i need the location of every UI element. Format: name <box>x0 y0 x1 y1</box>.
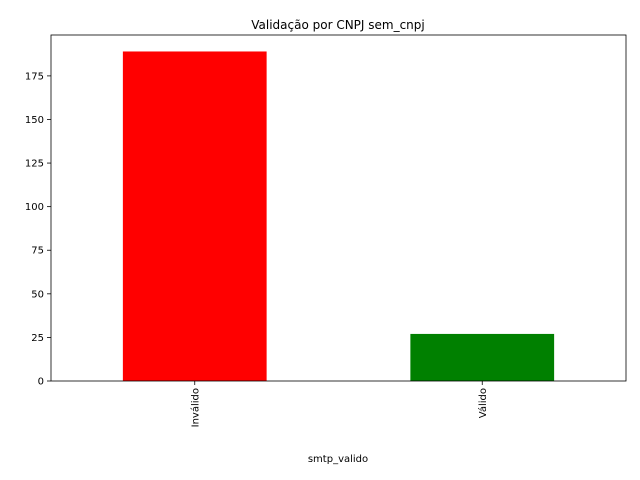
x-tick-label-2: Válido <box>477 388 489 418</box>
x-axis-label: smtp_valido <box>308 454 368 465</box>
plot-area: Inválido Válido 0 25 50 75 100 125 150 175 <box>25 34 627 427</box>
chart-title: Validação por CNPJ sem_cnpj <box>251 18 425 32</box>
y-tick-label-2: 25 <box>31 333 44 344</box>
y-tick-label-7: 150 <box>25 115 44 126</box>
y-tick-label-3: 50 <box>31 289 44 300</box>
x-tick-label-1: Inválido <box>189 388 201 427</box>
bar-2 <box>410 333 555 381</box>
axes-frame <box>50 34 627 382</box>
y-tick-label-4: 75 <box>31 246 44 257</box>
y-tick-label-5: 100 <box>25 202 44 213</box>
y-tick-label-6: 125 <box>25 159 44 170</box>
bar-1 <box>122 51 267 381</box>
y-tick-label-1: 0 <box>38 377 44 388</box>
y-tick-label-8: 175 <box>25 71 44 82</box>
